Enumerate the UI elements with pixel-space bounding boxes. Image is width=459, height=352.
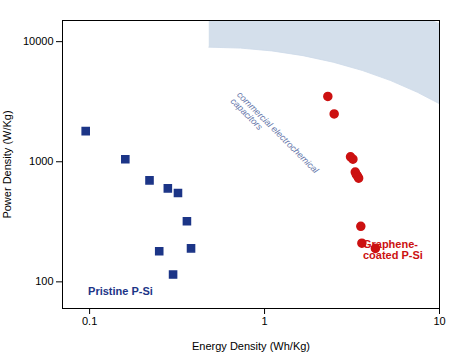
svg-text:100: 100 <box>35 275 53 287</box>
svg-text:0.1: 0.1 <box>82 315 97 327</box>
svg-text:1: 1 <box>261 315 267 327</box>
svg-text:Pristine P-Si: Pristine P-Si <box>88 285 153 297</box>
svg-text:Power Density (W/Kg): Power Density (W/Kg) <box>1 110 13 218</box>
svg-text:10000: 10000 <box>23 35 54 47</box>
svg-text:Graphene-coated P-Si: Graphene-coated P-Si <box>363 238 423 261</box>
svg-text:Energy Density (Wh/Kg): Energy Density (Wh/Kg) <box>192 340 310 352</box>
svg-text:1000: 1000 <box>29 155 53 167</box>
svg-text:10: 10 <box>433 315 445 327</box>
svg-text:commercial electrochemicalcapa: commercial electrochemicalcapacitors <box>229 90 322 183</box>
